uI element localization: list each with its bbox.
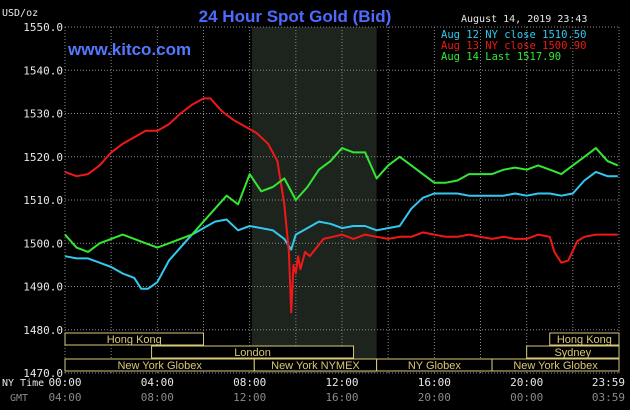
x-tick-label-ny: 08:00	[233, 376, 266, 389]
y-tick-label: 1530.0	[23, 108, 63, 121]
chart-title: 24 Hour Spot Gold (Bid)	[199, 7, 392, 26]
market-sessions: Hong Kong London New York Globex New York N…	[64, 332, 620, 372]
series-line-1	[64, 170, 618, 290]
session-label: London	[234, 347, 271, 359]
ny-time-row-label: NY Time	[2, 378, 44, 389]
x-tick-label-gmt: 12:00	[233, 391, 266, 404]
y-tick-label: 1520.0	[23, 151, 63, 164]
chart-timestamp: August 14, 2019 23:43	[461, 14, 587, 25]
y-tick-label: 1470.0	[23, 367, 63, 380]
series-lines	[64, 97, 619, 314]
x-tick-label-gmt: 03:59	[592, 391, 625, 404]
legend: Aug 12 NY close 1510.50 Aug 13 NY close …	[441, 29, 586, 63]
session-label: Sydney	[554, 347, 591, 359]
session-label: New York Globex	[117, 360, 202, 372]
session-bar	[549, 332, 620, 346]
session-bar	[64, 332, 204, 346]
x-tick-label-ny: 12:00	[325, 376, 358, 389]
grid-lines	[64, 26, 620, 374]
x-tick-label-gmt: 04:00	[48, 391, 81, 404]
x-tick-label-ny: 23:59	[592, 376, 625, 389]
session-label: Hong Kong	[107, 334, 162, 346]
series-line-2	[64, 97, 618, 314]
session-label: NY Globex	[408, 360, 461, 372]
x-tick-label-gmt: 00:00	[510, 391, 543, 404]
x-tick-label-ny: 20:00	[510, 376, 543, 389]
legend-entry-aug14: Aug 14 Last 1517.90	[441, 51, 561, 63]
x-tick-label-gmt: 20:00	[418, 391, 451, 404]
y-tick-label: 1540.0	[23, 64, 63, 77]
y-tick-label: 1480.0	[23, 324, 63, 337]
x-tick-label-ny: 00:00	[48, 376, 81, 389]
y-axis-unit: USD/oz	[2, 8, 38, 19]
gmt-row-label: GMT	[10, 393, 28, 404]
session-label: New York Globex	[513, 360, 598, 372]
x-tick-label-ny: 16:00	[418, 376, 451, 389]
session-label: Hong Kong	[557, 334, 612, 346]
legend-entry-aug12: Aug 12 NY close 1510.50	[441, 29, 586, 41]
y-tick-labels: 1550.0 1540.0 1530.0 1520.0 1510.0 1500.0 1490…	[23, 21, 63, 380]
series-line-3	[64, 147, 619, 253]
y-tick-label: 1490.0	[23, 281, 63, 294]
session-label: New York NYMEX	[271, 360, 360, 372]
y-tick-label: 1500.0	[23, 237, 63, 250]
x-tick-label-gmt: 08:00	[141, 391, 174, 404]
session-bar	[151, 345, 355, 359]
x-tick-label-ny: 04:00	[141, 376, 174, 389]
session-bar	[526, 345, 620, 359]
y-tick-label: 1510.0	[23, 194, 63, 207]
legend-entry-aug13: Aug 13 NY close 1500.90	[441, 40, 586, 52]
source-watermark: www.kitco.com	[67, 40, 191, 59]
x-tick-labels: 00:00 04:00 04:00 08:00 08:00 12:00 12:00 16:00…	[48, 376, 625, 404]
x-tick-label-gmt: 16:00	[325, 391, 358, 404]
session-bar	[491, 358, 620, 372]
y-tick-label: 1550.0	[23, 21, 63, 34]
